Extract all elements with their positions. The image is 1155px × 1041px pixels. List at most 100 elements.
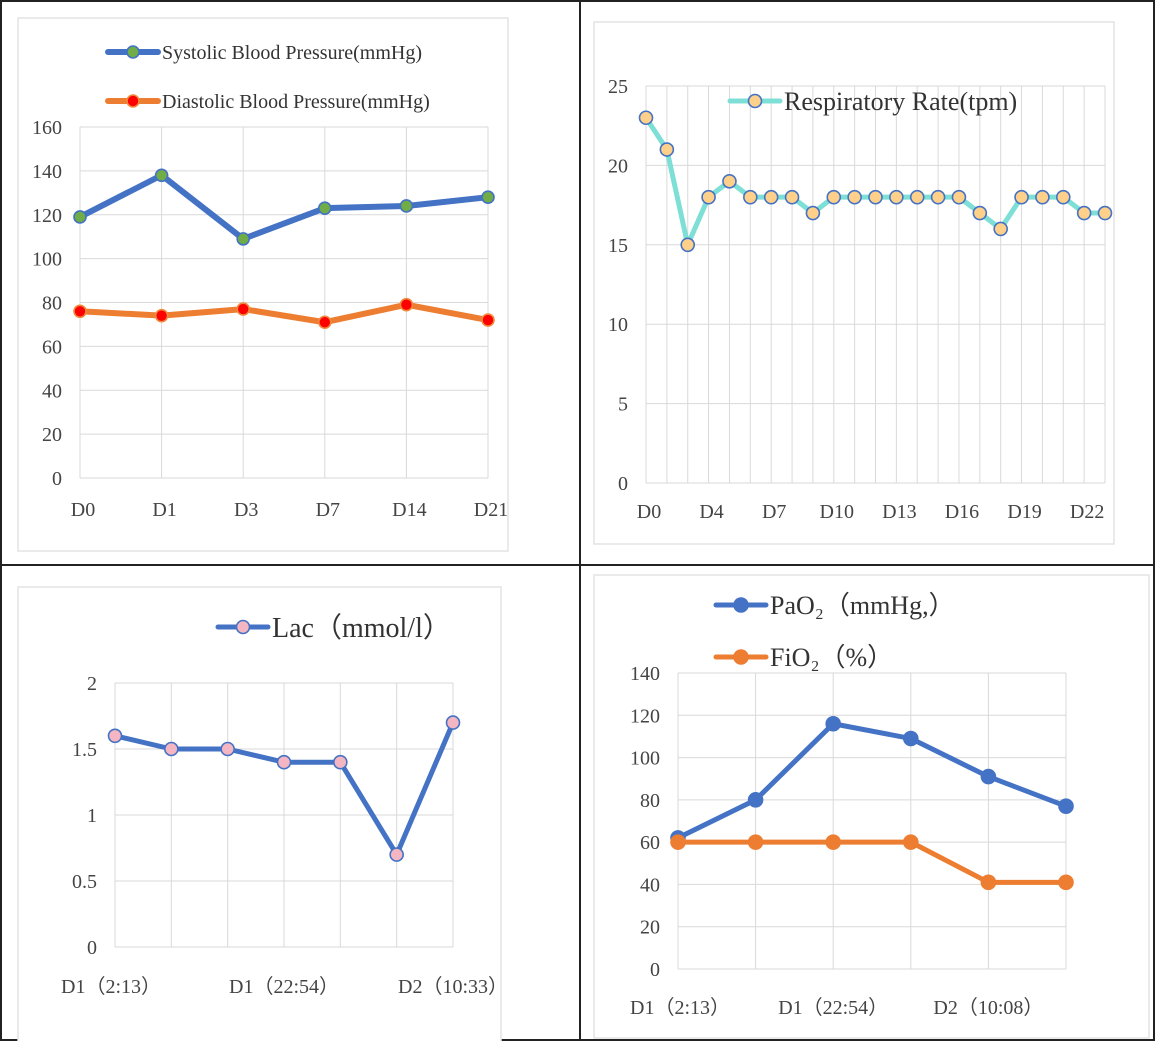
y-tick-label: 25 bbox=[608, 76, 628, 98]
y-tick-label: 10 bbox=[608, 314, 628, 336]
data-point bbox=[670, 834, 686, 850]
y-tick-label: 100 bbox=[32, 249, 62, 271]
x-tick-label: D14 bbox=[392, 499, 426, 521]
legend-label: Systolic Blood Pressure(mmHg) bbox=[162, 42, 422, 64]
data-point bbox=[399, 297, 414, 312]
legend-label: FiO₂（%） bbox=[770, 643, 893, 672]
data-point bbox=[659, 142, 675, 157]
y-tick-label: 1.5 bbox=[72, 739, 97, 761]
data-point bbox=[1014, 189, 1029, 205]
x-tick-label: D2（10:08） bbox=[933, 996, 1043, 1019]
y-tick-label: 100 bbox=[630, 748, 660, 770]
data-point bbox=[909, 189, 925, 205]
data-point bbox=[902, 730, 919, 747]
y-tick-label: 80 bbox=[640, 790, 660, 812]
x-tick-label: D7 bbox=[762, 501, 786, 523]
legend-label: Diastolic Blood Pressure(mmHg) bbox=[162, 91, 430, 113]
vertical-divider bbox=[579, 0, 581, 1041]
horizontal-divider bbox=[0, 564, 1155, 566]
data-point bbox=[722, 173, 737, 189]
data-point bbox=[1097, 205, 1113, 221]
data-point bbox=[743, 189, 758, 205]
data-point bbox=[825, 834, 841, 850]
chart-area bbox=[17, 586, 502, 1041]
series-line-2 bbox=[678, 839, 1066, 885]
y-tick-label: 60 bbox=[42, 336, 62, 358]
y-tick-label: 0.5 bbox=[72, 871, 97, 893]
y-tick-label: 5 bbox=[618, 394, 628, 416]
data-point bbox=[73, 210, 87, 224]
legend-marker bbox=[126, 94, 140, 108]
data-point bbox=[481, 313, 495, 327]
data-point bbox=[980, 768, 997, 785]
data-point bbox=[902, 834, 919, 850]
y-tick-label: 15 bbox=[608, 235, 628, 257]
x-tick-label: D16 bbox=[945, 501, 979, 523]
data-point bbox=[236, 232, 250, 246]
data-point bbox=[747, 792, 764, 808]
data-point bbox=[638, 110, 654, 126]
data-point bbox=[220, 741, 235, 757]
y-tick-label: 140 bbox=[32, 161, 62, 183]
x-tick-label: D0 bbox=[637, 501, 661, 523]
series-line-2 bbox=[79, 301, 489, 326]
x-tick-label: D0 bbox=[71, 499, 95, 521]
lactate-chart: 0 0.5 1 1.5 2 D1（2:13） D1（22:54） D2（10:33） Lac（m… bbox=[17, 586, 508, 1041]
data-point bbox=[680, 237, 696, 253]
data-point bbox=[317, 315, 332, 330]
x-tick-label: D21 bbox=[474, 499, 508, 521]
y-tick-label: 60 bbox=[640, 832, 660, 854]
chart-area bbox=[593, 574, 1150, 1039]
data-point bbox=[1035, 189, 1050, 205]
y-tick-label: 40 bbox=[42, 380, 62, 402]
data-point bbox=[399, 199, 414, 213]
data-point bbox=[980, 874, 997, 891]
x-tick-label: D3 bbox=[234, 499, 258, 521]
data-point bbox=[276, 754, 292, 770]
chart-area bbox=[593, 21, 1115, 545]
legend-marker bbox=[733, 597, 749, 613]
data-point bbox=[951, 189, 967, 205]
x-tick-label: D1 bbox=[152, 499, 176, 521]
data-point bbox=[889, 189, 904, 205]
y-tick-label: 0 bbox=[618, 473, 628, 495]
data-point bbox=[154, 168, 169, 183]
y-tick-label: 20 bbox=[608, 155, 628, 177]
legend-label: Lac（mmol/l） bbox=[272, 612, 451, 644]
data-point bbox=[763, 189, 779, 205]
chart-area bbox=[17, 17, 509, 552]
y-tick-label: 40 bbox=[640, 874, 660, 896]
legend-label: PaO₂（mmHg,） bbox=[770, 591, 955, 620]
data-point bbox=[930, 189, 946, 205]
series-line-1 bbox=[676, 721, 1067, 841]
data-point bbox=[1055, 189, 1071, 205]
y-tick-label: 0 bbox=[52, 468, 62, 490]
data-point bbox=[868, 189, 883, 205]
data-point bbox=[1058, 874, 1074, 891]
legend-marker bbox=[747, 93, 763, 109]
data-point bbox=[445, 715, 461, 730]
data-point bbox=[317, 201, 332, 215]
y-tick-label: 20 bbox=[42, 424, 62, 446]
x-tick-label: D2（10:33） bbox=[398, 975, 508, 998]
respiratory-rate-chart: 0 5 10 15 20 25 D0 D4 D7 D10 D13 D16 D19 D22 Respirato… bbox=[593, 21, 1115, 545]
blood-pressure-chart: 0 20 40 60 80 100 120 140 160 D0 D1 D3 D7 D14 D21 Systo… bbox=[17, 17, 509, 552]
y-tick-label: 160 bbox=[32, 117, 62, 139]
data-point bbox=[972, 205, 988, 221]
y-tick-label: 120 bbox=[32, 205, 62, 227]
data-point bbox=[784, 189, 800, 205]
x-tick-label: D1（2:13） bbox=[61, 975, 161, 998]
pao2-fio2-chart: 0 20 40 60 80 100 120 140 D1（2:13） D1（22:54） D2（10… bbox=[593, 574, 1150, 1039]
x-tick-label: D1（22:54） bbox=[229, 975, 339, 998]
x-tick-label: D19 bbox=[1007, 501, 1041, 523]
y-tick-label: 120 bbox=[630, 705, 660, 727]
y-tick-label: 0 bbox=[650, 959, 660, 981]
legend-marker bbox=[733, 649, 749, 665]
data-point bbox=[164, 741, 179, 757]
data-point bbox=[1058, 798, 1074, 814]
data-point bbox=[333, 754, 348, 770]
data-point bbox=[107, 728, 123, 744]
y-tick-label: 1 bbox=[87, 805, 97, 827]
data-point bbox=[993, 221, 1008, 237]
